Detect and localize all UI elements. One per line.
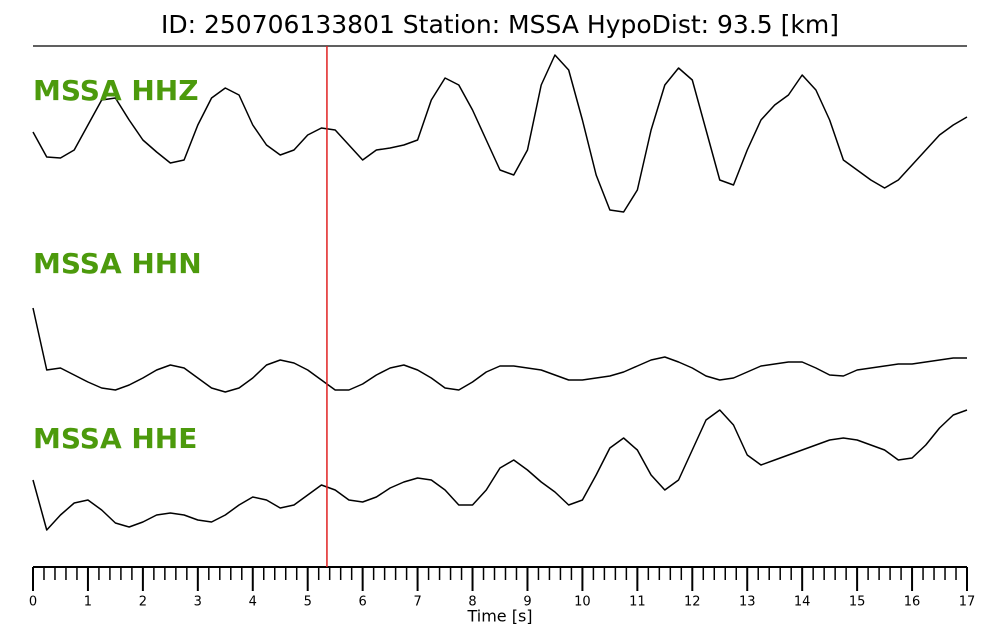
x-tick-label: 8: [468, 595, 476, 610]
trace-label: MSSA HHN: [33, 247, 202, 280]
x-tick-label: 13: [739, 595, 756, 610]
x-tick-label: 7: [413, 595, 421, 610]
x-tick-label: 0: [29, 595, 37, 610]
x-tick-label: 3: [194, 595, 202, 610]
trace-label: MSSA HHZ: [33, 74, 199, 107]
trace: [32, 307, 967, 393]
trace: [32, 409, 968, 531]
x-tick-label: 17: [959, 595, 976, 610]
x-tick-label: 5: [304, 595, 312, 610]
x-tick-label: 1: [84, 595, 92, 610]
x-tick-label: 12: [684, 595, 701, 610]
trace-label: MSSA HHE: [33, 422, 197, 455]
x-tick-label: 11: [629, 595, 646, 610]
x-tick-label: 2: [139, 595, 147, 610]
x-tick-label: 9: [523, 595, 531, 610]
x-tick-label: 14: [794, 595, 811, 610]
x-tick-label: 15: [849, 595, 866, 610]
x-tick-label: 4: [249, 595, 257, 610]
x-tick-label: 16: [904, 595, 921, 610]
x-axis-label: Time [s]: [466, 607, 532, 626]
x-tick-label: 6: [359, 595, 367, 610]
trace: [32, 54, 968, 213]
x-tick-label: 10: [574, 595, 591, 610]
chart-title: ID: 250706133801 Station: MSSA HypoDist:…: [161, 10, 839, 39]
